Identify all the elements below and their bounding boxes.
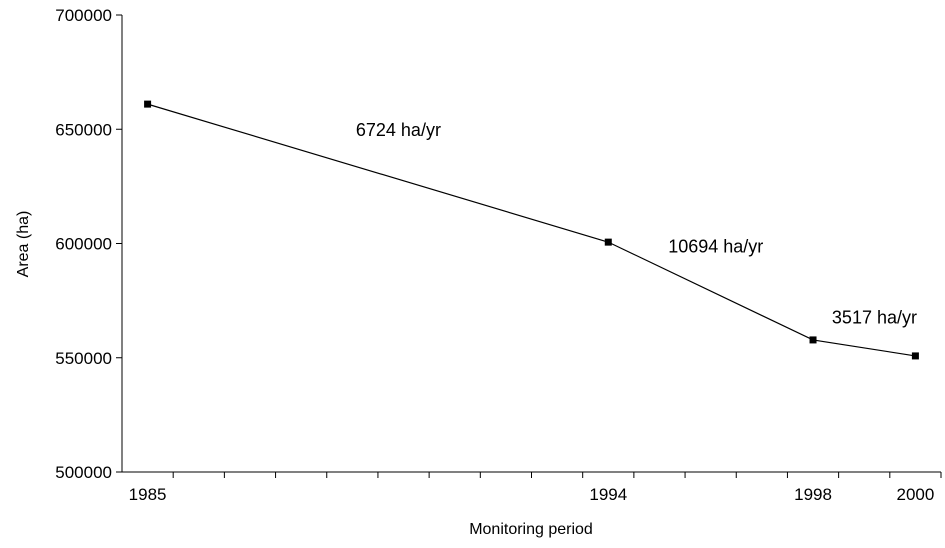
data-point-marker bbox=[911, 352, 919, 360]
series-layer bbox=[144, 100, 919, 360]
rate-annotation: 3517 ha/yr bbox=[832, 307, 917, 327]
annotations-layer: 6724 ha/yr 10694 ha/yr 3517 ha/yr bbox=[356, 120, 917, 327]
rate-annotation: 10694 ha/yr bbox=[668, 237, 763, 257]
data-point-marker bbox=[604, 238, 612, 246]
data-point-marker bbox=[809, 336, 817, 344]
x-tick-label: 1985 bbox=[129, 485, 167, 504]
x-axis-ticks: 1985 1994 1998 2000 bbox=[129, 472, 942, 504]
x-tick-label: 1994 bbox=[589, 485, 627, 504]
y-axis-title: Area (ha) bbox=[15, 211, 32, 278]
rate-annotation: 6724 ha/yr bbox=[356, 120, 441, 140]
y-tick-label: 700000 bbox=[55, 6, 112, 25]
y-axis-ticks: 500000 550000 600000 650000 700000 bbox=[55, 6, 122, 482]
x-tick-label: 1998 bbox=[794, 485, 832, 504]
y-tick-label: 600000 bbox=[55, 235, 112, 254]
y-tick-label: 500000 bbox=[55, 463, 112, 482]
x-tick-label: 2000 bbox=[896, 485, 934, 504]
series-line bbox=[147, 103, 916, 357]
y-tick-label: 650000 bbox=[55, 120, 112, 139]
data-point-marker bbox=[144, 100, 152, 108]
y-tick-label: 550000 bbox=[55, 349, 112, 368]
x-axis-title: Monitoring period bbox=[469, 521, 593, 538]
